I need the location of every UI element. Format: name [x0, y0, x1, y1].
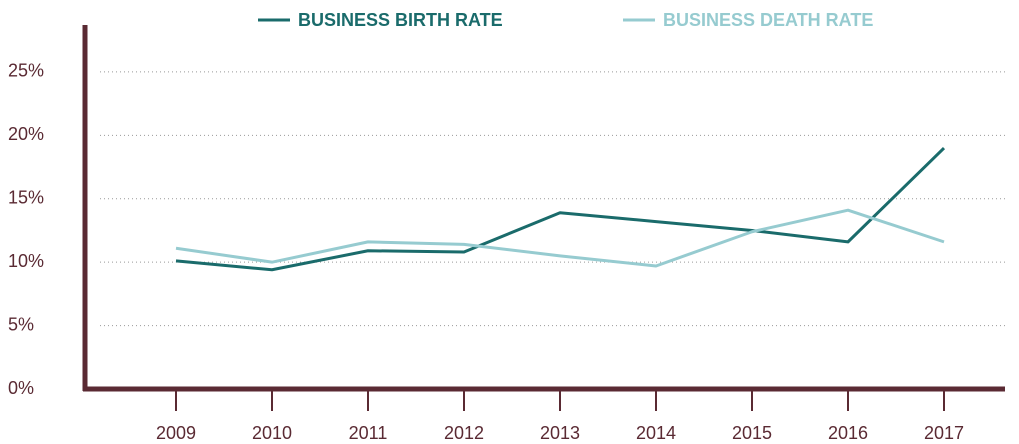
legend-label: BUSINESS BIRTH RATE: [298, 10, 503, 30]
x-tick-label: 2016: [828, 423, 868, 443]
y-tick-label: 20%: [8, 124, 44, 144]
y-tick-label: 0%: [8, 378, 34, 398]
x-tick-label: 2011: [349, 423, 388, 443]
legend-label: BUSINESS DEATH RATE: [663, 10, 873, 30]
series-line: [175, 146, 946, 272]
series-line: [175, 208, 945, 268]
y-tick-label: 5%: [8, 314, 34, 334]
x-tick-label: 2015: [732, 423, 772, 443]
x-tick-label: 2009: [156, 423, 196, 443]
x-tick-label: 2013: [540, 423, 580, 443]
y-tick-label: 25%: [8, 61, 44, 81]
y-tick-label: 10%: [8, 251, 44, 271]
y-tick-label: 15%: [8, 188, 44, 208]
x-tick-label: 2017: [924, 423, 964, 443]
x-tick-label: 2014: [636, 423, 676, 443]
x-tick-label: 2012: [444, 423, 484, 443]
x-tick-label: 2010: [252, 423, 292, 443]
